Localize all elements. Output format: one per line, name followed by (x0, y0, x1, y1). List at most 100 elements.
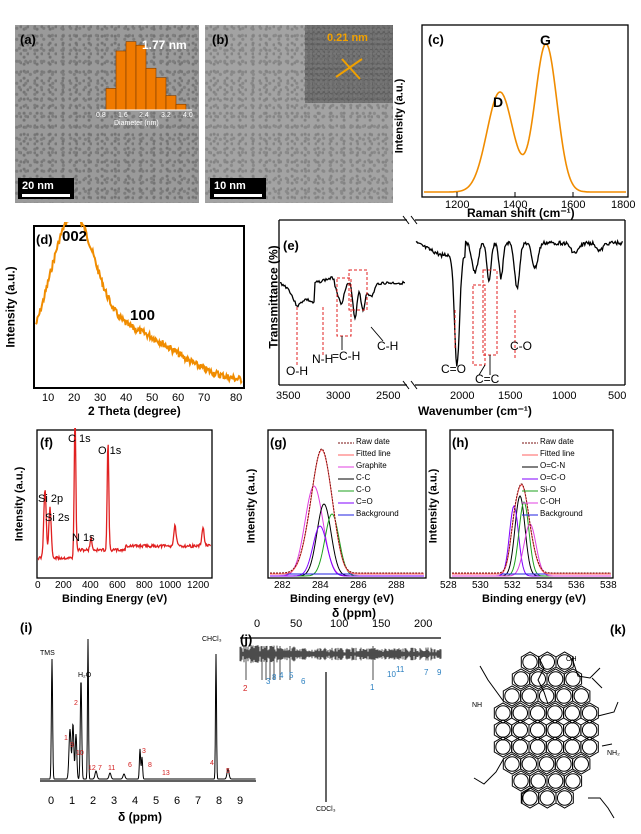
ftir-ylabel: Transmittance (%) (266, 245, 281, 349)
nmr-num-5: 5 (226, 768, 230, 775)
xps-c1s-chart (267, 429, 427, 579)
aromatic-circle (539, 654, 556, 670)
nmr-num-13: 13 (162, 770, 170, 777)
c1s-legend-3: Graphite (356, 461, 387, 470)
aromatic-circle (581, 739, 598, 755)
cnmr-num-7: 7 (424, 668, 429, 677)
raman-tick-4: 1800 (611, 199, 636, 211)
xps-tick-3: 400 (82, 580, 99, 591)
cnmr-num-8: 8 (272, 673, 277, 682)
nmr-num-7: 7 (98, 765, 102, 772)
hist-tick-1: 0.8 (96, 112, 106, 119)
aromatic-circle (512, 739, 529, 755)
xrd-chart (33, 222, 245, 389)
nmr-num-9: 9 (70, 742, 74, 749)
panel-label-f: (f) (40, 435, 53, 450)
cnmr-cdcl3: CDCl₃ (316, 806, 336, 813)
o1s-xlabel: Binding energy (eV) (482, 593, 586, 605)
hex-ring (555, 787, 574, 809)
c1s-ylabel: Intensity (a.u.) (245, 468, 258, 544)
scale-bar-b-text: 10 nm (214, 180, 246, 192)
xrd-tick-1: 10 (42, 392, 55, 404)
xps-tick-5: 800 (136, 580, 153, 591)
aromatic-circle (504, 688, 520, 704)
aromatic-circle (556, 790, 573, 806)
nmr-num-6: 6 (128, 762, 132, 769)
cnmr-num-4: 4 (279, 671, 284, 680)
tem-image-b (205, 25, 393, 203)
cnmr-tick-100: 100 (330, 618, 349, 630)
hist-bar (135, 44, 147, 111)
cnmr-num-9: 9 (437, 668, 442, 677)
raman-tick-1: 1200 (445, 199, 470, 211)
cnmr-num-1: 1 (370, 683, 375, 692)
xps-c1s: C 1s (68, 433, 91, 445)
o1s-tick-3: 532 (504, 580, 521, 591)
c1s-xlabel: Binding energy (eV) (290, 593, 394, 605)
xrd-peak-002: 002 (62, 228, 88, 245)
hist-tick-2: 1.6 (118, 112, 128, 119)
xps-o1s: O 1s (98, 445, 122, 457)
nmr-num-3: 3 (142, 748, 146, 755)
hist-bar (125, 41, 137, 111)
xrd-ylabel: Intensity (a.u.) (3, 266, 18, 348)
nmr-tick-3: 3 (111, 795, 118, 807)
xrd-tick-2: 20 (68, 392, 81, 404)
ftir-tick-7: 500 (608, 390, 627, 402)
size-histogram (100, 41, 192, 111)
nmr-tick-0: 0 (48, 795, 55, 807)
peak-g-label: G (540, 32, 551, 48)
aromatic-circle (547, 705, 563, 721)
panel-label-d: (d) (36, 232, 53, 247)
lattice-marker (335, 58, 363, 80)
nmr-tick-1: 1 (69, 795, 76, 807)
ftir-tick-1: 3500 (276, 390, 301, 402)
panel-label-k: (k) (610, 622, 626, 637)
cnmr-tick-50: 50 (290, 618, 303, 630)
o1s-legend-1: Raw date (540, 437, 574, 446)
c1s-legend-1: Raw date (356, 437, 390, 446)
aromatic-circle (556, 654, 573, 670)
panel-label-c: (c) (428, 32, 444, 47)
aromatic-circle (495, 705, 511, 721)
nmr-num-10: 10 (76, 750, 84, 757)
cnmr-num-3: 3 (266, 677, 271, 686)
hist-tick-4: 3.2 (161, 112, 171, 119)
ftir-chart (278, 215, 626, 390)
cnmr-num-6: 6 (301, 677, 306, 686)
o1s-legend-4: O=C-O (540, 473, 566, 482)
c1s-legend-7: Background (356, 509, 399, 518)
xrd-tick-6: 60 (172, 392, 185, 404)
xps-o1s-chart (449, 429, 614, 579)
xps-tick-2: 200 (55, 580, 72, 591)
xps-tick-4: 600 (109, 580, 126, 591)
ftir-tick-5: 1500 (498, 390, 523, 402)
xps-ylabel: Intensity (a.u.) (13, 466, 26, 542)
raman-tick-3: 1600 (561, 199, 586, 211)
o1s-tick-6: 538 (600, 580, 617, 591)
scale-bar-a-text: 20 nm (22, 180, 54, 192)
c-nmr-chart (239, 637, 442, 802)
xrd-tick-8: 80 (230, 392, 243, 404)
aromatic-circle (522, 790, 538, 806)
aromatic-circle (564, 705, 580, 721)
aromatic-circle (495, 722, 511, 738)
nmr-num-4: 4 (210, 760, 214, 767)
scale-bar-a: 20 nm (18, 178, 74, 199)
aromatic-circle (556, 756, 572, 772)
c1s-tick-3: 286 (350, 580, 367, 591)
aromatic-circle (581, 722, 598, 738)
shared-delta-label: δ (ppm) (332, 606, 376, 620)
nmr-tick-2: 2 (90, 795, 97, 807)
tem-image-a (15, 25, 199, 203)
ftir-ann-nh: N-H (312, 352, 334, 366)
xps-si2p: Si 2p (38, 493, 64, 505)
o1s-legend-swatches (522, 442, 538, 516)
ftir-ann-co: C=O (441, 362, 467, 376)
aromatic-circle (538, 756, 555, 772)
cnmr-num-10: 10 (387, 670, 396, 679)
lattice-spacing: 0.21 nm (327, 32, 368, 44)
aromatic-circle (573, 756, 589, 772)
cnmr-tick-0: 0 (254, 618, 261, 630)
panel-label-j: (j) (240, 632, 253, 647)
